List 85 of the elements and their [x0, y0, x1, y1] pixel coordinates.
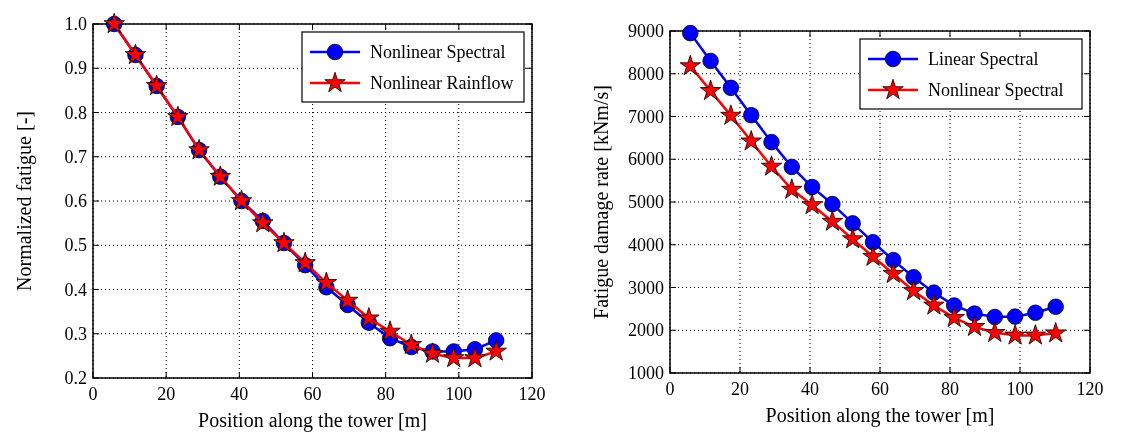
point — [781, 178, 803, 199]
point — [923, 294, 945, 315]
x-tick-label: 120 — [1076, 379, 1104, 399]
y-tick-label: 0.3 — [64, 323, 87, 344]
x-tick-label: 100 — [1006, 379, 1034, 399]
x-tick-label: 80 — [941, 379, 959, 399]
point — [1027, 304, 1044, 321]
point — [783, 158, 800, 176]
y-axis-title: Fatigue damage rate [kNm/s] — [590, 85, 613, 319]
point — [925, 284, 943, 301]
point — [702, 52, 719, 70]
point — [740, 130, 762, 151]
point — [963, 315, 986, 336]
point — [842, 228, 864, 249]
x-axis-title: Position along the tower [m] — [198, 409, 427, 432]
x-tick-label: 80 — [376, 384, 395, 404]
y-tick-label: 8000 — [628, 63, 664, 84]
point — [358, 307, 380, 328]
x-tick-label: 60 — [303, 384, 322, 404]
y-tick-label: 0.6 — [64, 191, 87, 211]
point — [905, 269, 922, 286]
x-axis-title: Position along the tower [m] — [765, 404, 995, 427]
y-tick-label: 6000 — [628, 149, 664, 170]
x-tick-label: 0 — [88, 384, 98, 404]
y-tick-label: 0.8 — [64, 102, 87, 123]
point — [294, 251, 316, 273]
point — [885, 251, 902, 269]
x-tick-label: 40 — [801, 379, 819, 399]
y-tick-label: 0.2 — [64, 368, 87, 388]
x-tick-label: 20 — [157, 384, 176, 404]
point — [803, 178, 821, 196]
point — [763, 133, 780, 151]
point — [1024, 324, 1047, 345]
y-tick-label: 0.4 — [64, 279, 87, 300]
y-tick-label: 1.0 — [64, 14, 87, 34]
point — [986, 308, 1003, 326]
x-tick-label: 20 — [731, 379, 749, 399]
point — [943, 306, 965, 327]
y-tick-label: 0.5 — [64, 235, 87, 256]
y-tick-label: 9000 — [628, 21, 664, 41]
y-tick-label: 0.7 — [64, 146, 87, 167]
point — [443, 346, 465, 368]
x-tick-label: 0 — [665, 379, 675, 399]
point — [679, 54, 701, 76]
point — [984, 321, 1006, 342]
y-tick-label: 0.9 — [64, 58, 87, 79]
point — [743, 107, 760, 124]
point — [379, 320, 401, 341]
point — [336, 289, 359, 310]
point — [864, 234, 882, 251]
point — [902, 279, 925, 301]
y-tick-label: 5000 — [628, 192, 664, 212]
point — [844, 215, 861, 232]
legend-label: Nonlinear Spectral — [928, 80, 1064, 100]
y-tick-label: 1000 — [628, 363, 664, 383]
point — [1047, 298, 1064, 315]
point — [1004, 324, 1026, 345]
point — [882, 262, 904, 283]
y-tick-label: 2000 — [628, 320, 664, 341]
x-tick-label: 40 — [230, 384, 249, 404]
point — [722, 79, 740, 97]
legend-label: Nonlinear Spectral — [370, 42, 506, 62]
point — [824, 195, 841, 213]
point — [801, 193, 823, 215]
point — [682, 24, 699, 42]
y-axis-title: Normalized fatigue [-] — [13, 111, 36, 291]
point — [821, 210, 844, 231]
point — [1006, 308, 1024, 325]
point — [760, 155, 783, 176]
point — [485, 340, 507, 361]
legend-label: Nonlinear Rainflow — [370, 73, 514, 93]
legend-label: Linear Spectral — [928, 49, 1039, 69]
y-tick-label: 7000 — [628, 106, 664, 127]
x-tick-label: 100 — [445, 384, 473, 404]
point — [315, 271, 338, 292]
x-tick-label: 60 — [871, 379, 889, 399]
point — [400, 333, 422, 354]
y-tick-label: 4000 — [628, 234, 664, 255]
point — [862, 245, 884, 266]
point — [464, 346, 486, 368]
point — [699, 79, 722, 100]
x-tick-label: 120 — [518, 384, 546, 404]
y-tick-label: 3000 — [628, 277, 664, 298]
point — [1045, 322, 1067, 343]
point — [720, 104, 742, 125]
